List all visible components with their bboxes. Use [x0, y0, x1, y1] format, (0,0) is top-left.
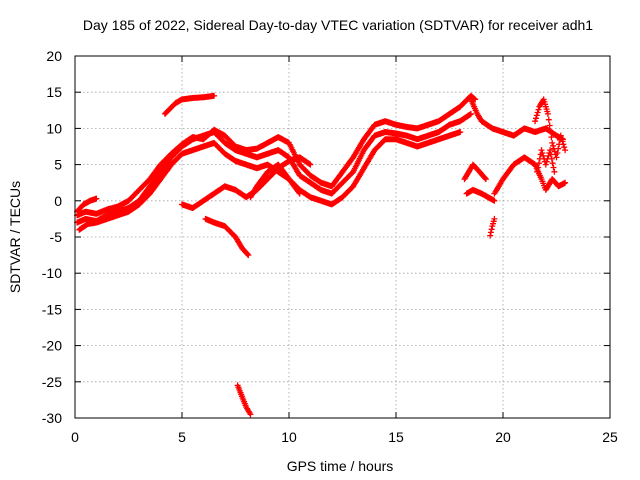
series-o	[532, 96, 569, 161]
y-tick-label: 5	[54, 157, 62, 173]
series-g-markers	[202, 215, 252, 259]
x-tick-label: 25	[602, 429, 618, 445]
y-tick-label: 10	[46, 120, 62, 136]
plot-frame	[74, 55, 611, 419]
axis-ticks: 0 5 10 15 20 25 20 15 10 5 0 -5 -10 -15 -20 -25 -30	[42, 48, 618, 445]
y-tick-label: 0	[54, 193, 62, 209]
data-points	[74, 92, 569, 418]
series-h-markers	[234, 382, 254, 418]
series-j-markers	[461, 161, 489, 183]
series-b-markers	[74, 92, 479, 219]
x-tick-label: 10	[281, 429, 297, 445]
series-l	[463, 186, 498, 204]
y-tick-label: -10	[42, 265, 62, 281]
y-tick-label: -20	[42, 338, 62, 354]
x-tick-label: 20	[495, 429, 511, 445]
series-n	[491, 154, 569, 197]
series-d-markers	[74, 195, 100, 215]
x-tick-label: 15	[388, 429, 404, 445]
y-tick-label: -30	[42, 410, 62, 426]
series-h	[234, 382, 254, 418]
series-n-markers	[491, 154, 569, 197]
chart-title: Day 185 of 2022, Sidereal Day-to-day VTE…	[83, 17, 593, 33]
series-k	[467, 96, 566, 143]
series-b	[74, 92, 479, 219]
x-tick-label: 0	[71, 429, 79, 445]
series-e-markers	[161, 92, 218, 117]
series-e	[161, 92, 218, 117]
grid-lines	[75, 56, 610, 418]
series-i	[247, 161, 303, 201]
series-k-markers	[467, 96, 566, 143]
series-d	[74, 195, 100, 215]
y-tick-label: 20	[46, 48, 62, 64]
series-g	[202, 215, 252, 259]
x-axis-label: GPS time / hours	[287, 458, 394, 474]
y-tick-label: 15	[46, 84, 62, 100]
series-m	[487, 215, 498, 239]
series-p	[534, 147, 558, 175]
x-tick-label: 5	[178, 429, 186, 445]
y-tick-label: -25	[42, 374, 62, 390]
y-tick-label: -5	[50, 229, 63, 245]
series-m-markers	[487, 215, 498, 239]
series-j	[461, 161, 489, 183]
y-axis-label: SDTVAR / TECUs	[7, 181, 23, 293]
series-i-markers	[247, 161, 303, 201]
y-tick-label: -15	[42, 301, 62, 317]
series-l-markers	[463, 186, 498, 204]
series-p-markers	[534, 147, 558, 175]
series-o-markers	[532, 96, 569, 161]
